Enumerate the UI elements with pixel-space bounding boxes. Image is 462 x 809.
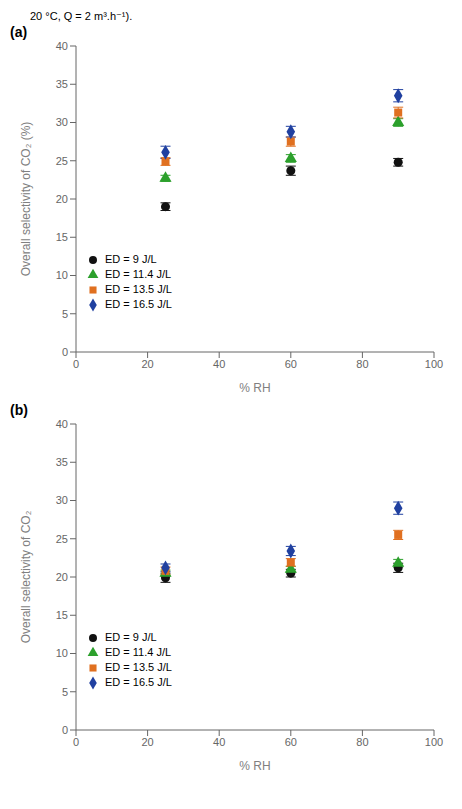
svg-text:10: 10 — [56, 647, 68, 659]
svg-text:Overall selectivity of CO₂: Overall selectivity of CO₂ — [19, 510, 33, 643]
svg-text:20: 20 — [141, 358, 153, 370]
svg-text:10: 10 — [56, 269, 68, 281]
svg-text:35: 35 — [56, 456, 68, 468]
svg-text:40: 40 — [56, 418, 68, 430]
svg-text:0: 0 — [62, 724, 68, 736]
html-text:ED = 16.5 J/L: ED = 16.5 J/L — [105, 676, 172, 688]
svg-text:5: 5 — [62, 308, 68, 320]
svg-text:0: 0 — [73, 358, 79, 370]
svg-text:100: 100 — [425, 358, 443, 370]
html-text:ED = 13.5 J/L: ED = 13.5 J/L — [105, 283, 172, 295]
html-text:(b): (b) — [10, 402, 28, 418]
svg-text:25: 25 — [56, 533, 68, 545]
html-text:20 °C, Q = 2 m³.h⁻¹).: 20 °C, Q = 2 m³.h⁻¹). — [30, 10, 133, 22]
html-text:ED = 13.5 J/L: ED = 13.5 J/L — [105, 661, 172, 673]
svg-text:15: 15 — [56, 231, 68, 243]
svg-text:20: 20 — [141, 736, 153, 748]
svg-text:% RH: % RH — [239, 759, 270, 773]
svg-text:20: 20 — [56, 571, 68, 583]
svg-text:0: 0 — [73, 736, 79, 748]
svg-text:% RH: % RH — [239, 381, 270, 395]
svg-text:80: 80 — [356, 736, 368, 748]
html-text:ED = 9 J/L: ED = 9 J/L — [105, 631, 157, 643]
svg-text:100: 100 — [425, 736, 443, 748]
svg-text:20: 20 — [56, 193, 68, 205]
svg-text:0: 0 — [62, 346, 68, 358]
svg-text:40: 40 — [213, 736, 225, 748]
svg-text:60: 60 — [285, 358, 297, 370]
svg-text:60: 60 — [285, 736, 297, 748]
html-text:ED = 16.5 J/L: ED = 16.5 J/L — [105, 298, 172, 310]
html-text:ED = 11.4 J/L: ED = 11.4 J/L — [105, 268, 172, 280]
svg-text:25: 25 — [56, 155, 68, 167]
svg-text:40: 40 — [213, 358, 225, 370]
svg-text:30: 30 — [56, 116, 68, 128]
html-text:(a): (a) — [10, 24, 28, 40]
svg-text:Overall selectivity of CO₂ (%): Overall selectivity of CO₂ (%) — [19, 122, 33, 277]
html-text:ED = 9 J/L: ED = 9 J/L — [105, 253, 157, 265]
svg-text:15: 15 — [56, 609, 68, 621]
svg-text:35: 35 — [56, 78, 68, 90]
svg-text:30: 30 — [56, 494, 68, 506]
html-text:ED = 11.4 J/L: ED = 11.4 J/L — [105, 646, 172, 658]
svg-text:40: 40 — [56, 40, 68, 52]
svg-text:80: 80 — [356, 358, 368, 370]
svg-text:5: 5 — [62, 686, 68, 698]
